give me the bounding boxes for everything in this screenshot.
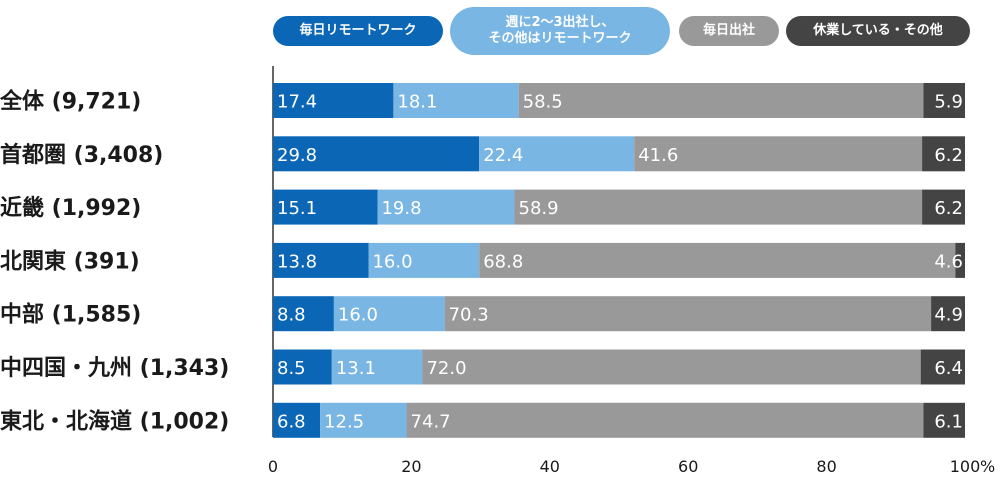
bar-segment xyxy=(273,83,394,118)
legend-item-1: 毎日リモートワーク xyxy=(273,16,443,46)
bar-value-label: 8.5 xyxy=(277,358,306,379)
x-tick-label: 40 xyxy=(540,457,560,476)
x-tick-label: 0 xyxy=(268,457,278,476)
bar-value-label: 15.1 xyxy=(277,198,317,219)
bar-segment xyxy=(634,136,923,172)
bar-value-label: 6.2 xyxy=(934,145,963,166)
bar-segment xyxy=(320,402,407,438)
bar-value-label: 72.0 xyxy=(426,358,466,379)
bar-segment xyxy=(955,242,965,278)
bar-value-label: 6.2 xyxy=(934,198,963,219)
bar-segment xyxy=(444,296,932,332)
bar-segment xyxy=(273,136,480,172)
bar-value-label: 16.0 xyxy=(372,251,412,272)
legend-item-3: 毎日出社 xyxy=(679,16,779,46)
bar-segment xyxy=(479,136,635,172)
bar-segment xyxy=(922,136,965,172)
bar-segment xyxy=(518,83,924,118)
bar-value-label: 5.9 xyxy=(934,92,963,113)
category-label: 中部 (1,585) xyxy=(0,302,141,328)
bar-segment xyxy=(273,349,332,385)
bar-segment xyxy=(406,402,924,438)
legend-item-2: 週に2～3出社し、 その他はリモートワーク xyxy=(450,7,670,55)
category-label: 中四国・九州 (1,343) xyxy=(0,356,229,381)
bar-value-label: 8.8 xyxy=(277,305,306,326)
bar-segment xyxy=(923,402,965,438)
bar-segment xyxy=(922,189,965,225)
bar-value-label: 41.6 xyxy=(638,145,678,166)
bar-value-label: 19.8 xyxy=(381,198,421,219)
x-axis-unit: % xyxy=(980,457,995,476)
bar-segment xyxy=(393,83,519,118)
bar-segment xyxy=(514,189,923,225)
category-label: 北関東 (391) xyxy=(0,249,140,274)
category-label: 全体 (9,721) xyxy=(0,89,141,115)
bar-segment xyxy=(377,189,515,225)
bar-value-label: 13.8 xyxy=(277,251,317,272)
legend-item-4: 休業している・その他 xyxy=(786,16,970,46)
bar-segment xyxy=(422,349,921,385)
bar-segment xyxy=(273,402,321,438)
bar-segment xyxy=(931,296,965,332)
x-tick-label: 60 xyxy=(678,457,698,476)
bar-value-label: 16.0 xyxy=(338,305,378,326)
bar-segment xyxy=(920,349,965,385)
bar-segment xyxy=(368,242,480,278)
bar-segment xyxy=(273,242,369,278)
bar-value-label: 58.9 xyxy=(519,198,559,219)
bar-segment xyxy=(923,83,965,118)
bar-value-label: 70.3 xyxy=(449,305,489,326)
bar-segment xyxy=(273,189,378,225)
bar-segment xyxy=(333,296,445,332)
bar-value-label: 29.8 xyxy=(277,145,317,166)
bar-segment xyxy=(479,242,956,278)
bar-value-label: 74.7 xyxy=(411,411,451,432)
x-tick-label: 80 xyxy=(816,457,836,476)
bar-value-label: 6.8 xyxy=(277,411,306,432)
bar-value-label: 18.1 xyxy=(397,92,437,113)
bar-value-label: 17.4 xyxy=(277,92,317,113)
bar-value-label: 22.4 xyxy=(483,145,523,166)
bar-segment xyxy=(273,296,334,332)
bar-value-label: 6.1 xyxy=(934,411,963,432)
category-label: 首都圏 (3,408) xyxy=(0,142,163,168)
category-label: 東北・北海道 (1,002) xyxy=(0,408,229,434)
bar-value-label: 6.4 xyxy=(934,358,963,379)
bar-value-label: 4.9 xyxy=(934,305,963,326)
bar-value-label: 4.6 xyxy=(934,251,963,272)
bar-value-label: 58.5 xyxy=(523,92,563,113)
bar-value-label: 12.5 xyxy=(324,411,364,432)
bar-value-label: 68.8 xyxy=(483,251,523,272)
x-tick-label: 20 xyxy=(401,457,421,476)
bar-segment xyxy=(331,349,423,385)
x-tick-label: 100 xyxy=(950,457,981,476)
bar-value-label: 13.1 xyxy=(336,358,376,379)
category-label: 近畿 (1,992) xyxy=(0,195,141,221)
